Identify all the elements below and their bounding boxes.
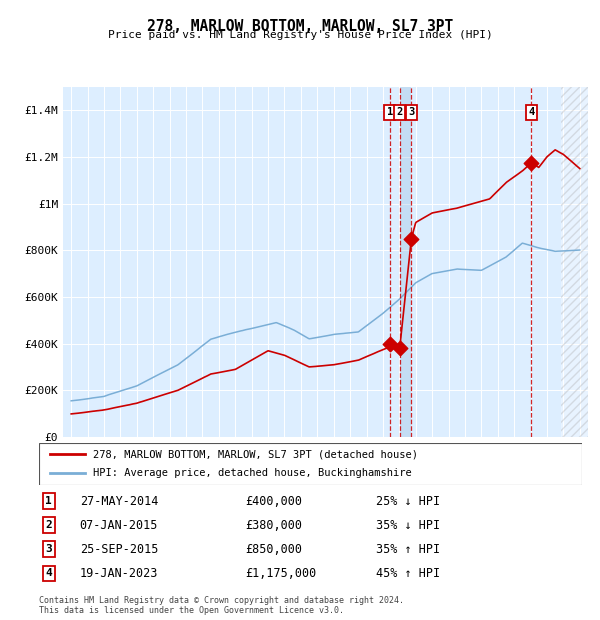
Text: 25-SEP-2015: 25-SEP-2015: [80, 542, 158, 556]
Text: 35% ↑ HPI: 35% ↑ HPI: [376, 542, 440, 556]
Text: 27-MAY-2014: 27-MAY-2014: [80, 495, 158, 508]
Text: 2: 2: [46, 520, 52, 530]
Text: 1: 1: [386, 107, 393, 117]
Text: HPI: Average price, detached house, Buckinghamshire: HPI: Average price, detached house, Buck…: [94, 469, 412, 479]
Text: 278, MARLOW BOTTOM, MARLOW, SL7 3PT: 278, MARLOW BOTTOM, MARLOW, SL7 3PT: [147, 19, 453, 33]
Bar: [560, 87, 588, 437]
Point: [407, 234, 416, 244]
Text: 1: 1: [46, 496, 52, 506]
Text: 4: 4: [46, 569, 52, 578]
Text: 45% ↑ HPI: 45% ↑ HPI: [376, 567, 440, 580]
Text: 25% ↓ HPI: 25% ↓ HPI: [376, 495, 440, 508]
Text: £1,175,000: £1,175,000: [245, 567, 317, 580]
Text: Price paid vs. HM Land Registry's House Price Index (HPI): Price paid vs. HM Land Registry's House …: [107, 30, 493, 40]
Bar: [400, 87, 412, 437]
Text: 07-JAN-2015: 07-JAN-2015: [80, 519, 158, 532]
Text: 3: 3: [408, 107, 415, 117]
FancyBboxPatch shape: [39, 443, 582, 485]
Text: 19-JAN-2023: 19-JAN-2023: [80, 567, 158, 580]
Point: [385, 339, 394, 348]
Text: £380,000: £380,000: [245, 519, 302, 532]
Text: 4: 4: [528, 107, 535, 117]
Text: Contains HM Land Registry data © Crown copyright and database right 2024.
This d: Contains HM Land Registry data © Crown c…: [39, 596, 404, 615]
Text: 2: 2: [397, 107, 403, 117]
Text: £400,000: £400,000: [245, 495, 302, 508]
Point: [527, 157, 536, 167]
Point: [395, 343, 404, 353]
Text: £850,000: £850,000: [245, 542, 302, 556]
Text: 3: 3: [46, 544, 52, 554]
Text: 278, MARLOW BOTTOM, MARLOW, SL7 3PT (detached house): 278, MARLOW BOTTOM, MARLOW, SL7 3PT (det…: [94, 449, 418, 459]
Text: 35% ↓ HPI: 35% ↓ HPI: [376, 519, 440, 532]
